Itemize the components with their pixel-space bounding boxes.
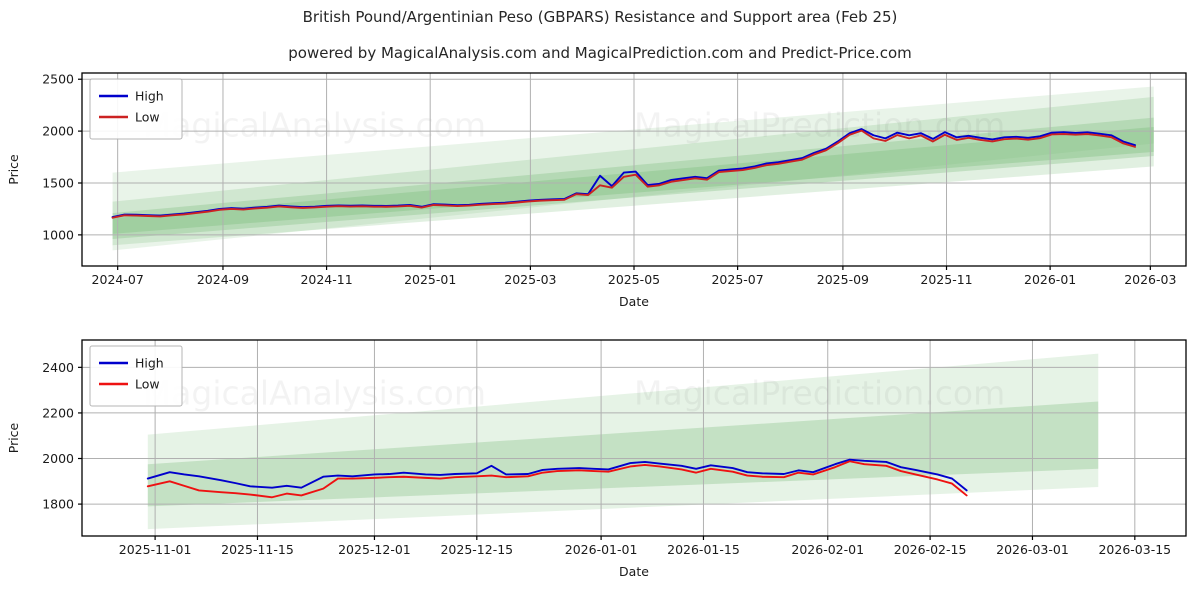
xtick-label: 2025-03 xyxy=(504,272,556,287)
series-line-low xyxy=(111,129,1136,219)
page-title: British Pound/Argentinian Peso (GBPARS) … xyxy=(302,8,898,26)
xtick-label: 2025-07 xyxy=(711,272,763,287)
xtick-label: 2024-07 xyxy=(92,272,144,287)
xtick-label: 2025-11-15 xyxy=(221,542,294,557)
watermark-group: MagicalAnalysis.com MagicalPrediction.com xyxy=(143,374,1006,413)
watermark-1: MagicalPrediction.com xyxy=(634,374,1005,413)
xtick-label: 2024-11 xyxy=(300,272,352,287)
axes-frame xyxy=(81,339,1187,537)
band-wedge-0 xyxy=(147,353,1099,530)
xtick-label: 2025-01 xyxy=(404,272,456,287)
watermark-1: MagicalPrediction.com xyxy=(634,106,1005,145)
xtick-label: 2025-12-01 xyxy=(338,542,411,557)
ytick-label: 2400 xyxy=(42,360,74,375)
xtick-label: 2026-02-15 xyxy=(894,542,967,557)
xtick-label: 2026-02-01 xyxy=(791,542,864,557)
xtick-label: 2025-11 xyxy=(920,272,972,287)
xtick-label: 2025-05 xyxy=(608,272,660,287)
xtick-label: 2026-01-01 xyxy=(565,542,638,557)
x-axis-label: Date xyxy=(619,564,649,579)
legend-label-high: High xyxy=(135,89,164,104)
band-wedge-2 xyxy=(112,117,1154,240)
xtick-label: 2024-09 xyxy=(197,272,249,287)
xtick-label: 2025-09 xyxy=(817,272,869,287)
detail-svg: MagicalAnalysis.com MagicalPrediction.com… xyxy=(6,339,1187,579)
page-subtitle: powered by MagicalAnalysis.com and Magic… xyxy=(288,44,912,62)
axis-ticks: 1000 1500 2000 2500 2024-07 2024-09 2024-11 202… xyxy=(42,72,1176,287)
y-axis-label: Price xyxy=(6,154,21,185)
series-group xyxy=(146,458,968,499)
series-line-high xyxy=(146,458,968,492)
legend: High Low xyxy=(89,78,183,140)
legend-label-low: Low xyxy=(135,377,160,392)
x-axis-label: Date xyxy=(619,294,649,309)
legend-label-low: Low xyxy=(135,110,160,125)
xtick-label: 2026-01-15 xyxy=(667,542,740,557)
y-axis-label: Price xyxy=(6,422,21,453)
ytick-label: 2000 xyxy=(42,451,74,466)
overview-svg: MagicalAnalysis.com MagicalPrediction.com… xyxy=(6,72,1187,309)
plot-background xyxy=(82,340,1186,536)
xtick-label: 2026-01 xyxy=(1024,272,1076,287)
series-line-low xyxy=(146,460,968,499)
legend-box xyxy=(89,78,183,140)
band-wedge-1 xyxy=(147,401,1099,507)
ytick-label: 1800 xyxy=(42,497,74,512)
ytick-label: 2000 xyxy=(42,124,74,139)
axis-ticks: 1800 2000 2200 2400 2025-11-01 2025-11-15 2025… xyxy=(42,360,1171,557)
legend-box xyxy=(89,345,183,407)
xtick-label: 2025-12-15 xyxy=(440,542,513,557)
gridlines xyxy=(82,73,1186,266)
legend: High Low xyxy=(89,345,183,407)
watermark-group: MagicalAnalysis.com MagicalPrediction.com xyxy=(143,106,1006,145)
support-resistance-bands xyxy=(147,353,1099,530)
xtick-label: 2025-11-01 xyxy=(119,542,192,557)
ytick-label: 1000 xyxy=(42,227,74,242)
legend-label-high: High xyxy=(135,356,164,371)
xtick-label: 2026-03-15 xyxy=(1098,542,1171,557)
watermark-0: MagicalAnalysis.com xyxy=(143,106,486,145)
overview-chart-panel: MagicalAnalysis.com MagicalPrediction.com… xyxy=(0,62,1200,322)
ytick-label: 2500 xyxy=(42,72,74,87)
band-wedge-0 xyxy=(112,86,1154,251)
series-group xyxy=(111,128,1136,219)
detail-chart-panel: MagicalAnalysis.com MagicalPrediction.com… xyxy=(0,330,1200,598)
ytick-label: 2200 xyxy=(42,405,74,420)
ytick-label: 1500 xyxy=(42,175,74,190)
xtick-label: 2026-03 xyxy=(1124,272,1176,287)
watermark-0: MagicalAnalysis.com xyxy=(143,374,486,413)
xtick-label: 2026-03-01 xyxy=(996,542,1069,557)
